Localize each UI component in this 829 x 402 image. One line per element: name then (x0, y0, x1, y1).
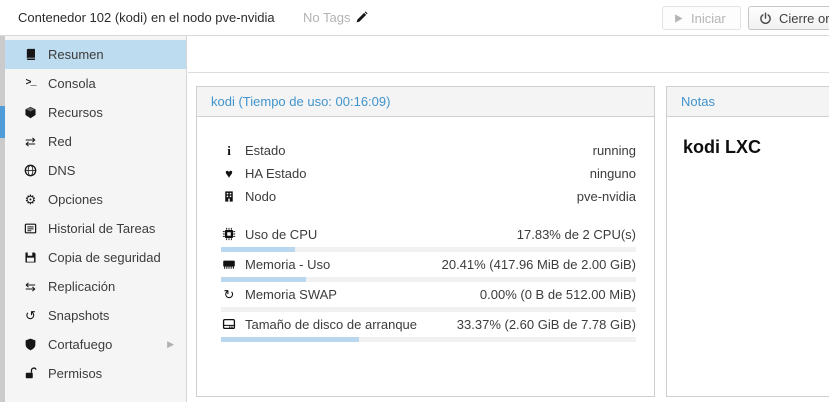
row-value: pve-nvidia (576, 189, 636, 204)
sidebar-item-historial[interactable]: Historial de Tareas (5, 214, 186, 243)
meter-label: Tamaño de disco de arranque (245, 316, 418, 332)
swap-progress-bar (221, 307, 636, 312)
tree-scrollbar-thumb[interactable] (0, 106, 5, 138)
status-row-estado: i Estado running (221, 139, 636, 162)
sidebar-item-consola[interactable]: >_ Consola (5, 69, 186, 98)
status-panel-body: i Estado running ♥ HA Estado ninguno Nod… (197, 117, 654, 342)
shutdown-button[interactable]: Cierre ordena (748, 6, 829, 30)
notes-panel-body[interactable]: kodi LXC (667, 117, 829, 178)
sidebar-item-label: Replicación (48, 279, 116, 294)
sidebar-item-label: Resumen (48, 47, 104, 62)
building-icon (221, 190, 237, 203)
sidebar-nav: Resumen >_ Consola Recursos ⇄ Red DNS ⚙ … (5, 36, 187, 402)
cpu-progress-fill (221, 247, 295, 252)
history-icon: ↺ (25, 308, 36, 323)
meter-label: Memoria SWAP (245, 286, 337, 302)
sidebar-item-dns[interactable]: DNS (5, 156, 186, 185)
memory-icon (221, 257, 237, 271)
guest-status-panel: kodi (Tiempo de uso: 00:16:09) i Estado … (196, 86, 655, 397)
floppy-icon (22, 251, 39, 264)
row-label: HA Estado (245, 166, 307, 181)
sidebar-item-resumen[interactable]: Resumen (5, 40, 186, 69)
content-area: kodi (Tiempo de uso: 00:16:09) i Estado … (188, 36, 829, 402)
row-value: running (592, 143, 636, 158)
heartbeat-icon: ♥ (225, 166, 233, 181)
pencil-icon (355, 11, 369, 24)
start-button-label: Iniciar (691, 10, 726, 26)
meter-value: 17.83% de 2 CPU(s) (516, 226, 636, 242)
sidebar-item-recursos[interactable]: Recursos (5, 98, 186, 127)
row-value: ninguno (589, 166, 636, 181)
meter-value: 33.37% (2.60 GiB de 7.78 GiB) (456, 316, 636, 332)
globe-icon (22, 164, 39, 177)
shield-icon (22, 338, 39, 351)
sidebar-item-label: Snapshots (48, 308, 110, 323)
terminal-icon: >_ (25, 77, 36, 89)
memory-progress-bar (221, 277, 636, 282)
unlock-icon (22, 367, 39, 380)
sidebar-item-label: DNS (48, 163, 76, 178)
shutdown-button-label: Cierre ordena (779, 10, 829, 26)
play-icon (673, 13, 684, 24)
memory-progress-fill (221, 277, 306, 282)
book-icon (22, 48, 39, 61)
row-label: Estado (245, 143, 286, 158)
sidebar-item-label: Red (48, 134, 72, 149)
disk-progress-bar (221, 337, 636, 342)
start-button[interactable]: Iniciar (662, 6, 741, 30)
notes-panel-title: Notas (681, 94, 715, 109)
top-toolbar: Contenedor 102 (kodi) en el nodo pve-nvi… (0, 0, 829, 36)
sidebar-item-label: Historial de Tareas (48, 221, 156, 236)
power-icon (759, 11, 772, 25)
meter-label: Memoria - Uso (245, 256, 331, 272)
memory-usage-meter: Memoria - Uso 20.41% (417.96 MiB de 2.00… (221, 255, 636, 282)
status-row-nodo: Nodo pve-nvidia (221, 185, 636, 208)
content-divider (188, 72, 829, 73)
sidebar-item-red[interactable]: ⇄ Red (5, 127, 186, 156)
meter-value: 0.00% (0 B de 512.00 MiB) (479, 286, 636, 302)
cube-icon (22, 106, 39, 119)
info-icon: i (227, 142, 231, 158)
status-row-ha: ♥ HA Estado ninguno (221, 162, 636, 185)
sidebar-item-label: Consola (48, 76, 96, 91)
meter-label: Uso de CPU (245, 226, 318, 242)
network-arrows-icon: ⇄ (25, 134, 36, 149)
tags-label: No Tags (303, 10, 351, 25)
sidebar-item-cortafuego[interactable]: Cortafuego ▶ (5, 330, 186, 359)
meter-value: 20.41% (417.96 MiB de 2.00 GiB) (441, 256, 636, 272)
page-title: Contenedor 102 (kodi) en el nodo pve-nvi… (18, 10, 275, 25)
tree-scrollbar (0, 36, 5, 402)
sidebar-item-label: Recursos (48, 105, 103, 120)
sidebar-item-snapshots[interactable]: ↺ Snapshots (5, 301, 186, 330)
cpu-progress-bar (221, 247, 636, 252)
cpu-usage-meter: Uso de CPU 17.83% de 2 CPU(s) (221, 225, 636, 252)
notes-panel-header: Notas (667, 87, 829, 117)
gear-icon: ⚙ (24, 192, 37, 207)
refresh-icon: ↻ (223, 286, 235, 302)
disk-usage-meter: Tamaño de disco de arranque 33.37% (2.60… (221, 315, 636, 342)
sidebar-item-replicacion[interactable]: ⇆ Replicación (5, 272, 186, 301)
sidebar-item-label: Opciones (48, 192, 103, 207)
notes-content: kodi LXC (683, 137, 762, 157)
swap-usage-meter: ↻ Memoria SWAP 0.00% (0 B de 512.00 MiB) (221, 285, 636, 312)
row-label: Nodo (245, 189, 277, 204)
disk-progress-fill (221, 337, 360, 342)
task-list-icon (22, 222, 39, 235)
retweet-icon: ⇆ (25, 279, 36, 294)
sidebar-item-copia[interactable]: Copia de seguridad (5, 243, 186, 272)
sidebar-item-permisos[interactable]: Permisos (5, 359, 186, 388)
status-panel-title: kodi (Tiempo de uso: 00:16:09) (211, 94, 391, 109)
hdd-icon (221, 317, 237, 331)
sidebar-item-label: Copia de seguridad (48, 250, 161, 265)
status-panel-header: kodi (Tiempo de uso: 00:16:09) (197, 87, 654, 117)
notes-panel: Notas kodi LXC (666, 86, 829, 397)
sidebar-item-label: Permisos (48, 366, 103, 381)
chevron-right-icon: ▶ (167, 339, 174, 349)
sidebar-item-opciones[interactable]: ⚙ Opciones (5, 185, 186, 214)
tags-editor[interactable]: No Tags (303, 0, 369, 35)
cpu-icon (221, 227, 237, 241)
sidebar-item-label: Cortafuego (48, 337, 113, 352)
